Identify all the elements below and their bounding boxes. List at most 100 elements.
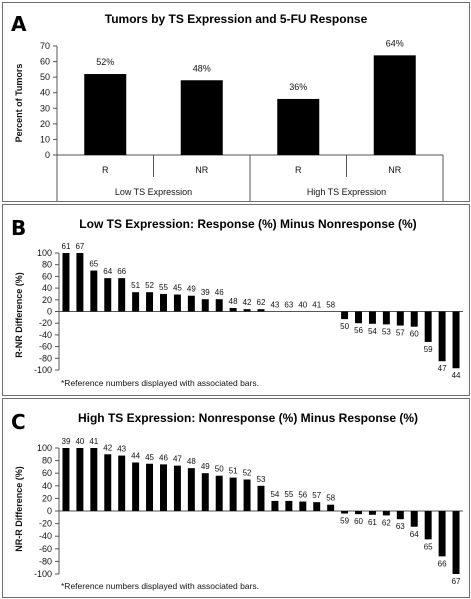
bar-ref-label-c: 60 — [354, 517, 363, 526]
bar-c-28 — [452, 511, 460, 574]
bar-ref-label-c: 54 — [270, 490, 279, 499]
bar-b-24 — [396, 311, 404, 326]
bar-ref-label-b: 43 — [270, 301, 279, 310]
chart-c: C High TS Expression: Nonresponse (%) Mi… — [11, 410, 463, 591]
bar-ref-label-b: 53 — [382, 327, 391, 336]
y-tick-label-c: 80 — [42, 456, 52, 466]
bar-b-9 — [187, 295, 195, 312]
y-tick-label-b: 60 — [42, 271, 52, 281]
bar-c-21 — [355, 511, 362, 515]
y-tick-label-b: -60 — [39, 342, 52, 352]
bar-ref-label-b: 58 — [326, 301, 335, 310]
bar-b-5 — [132, 292, 140, 312]
bar-c-12 — [229, 477, 237, 511]
bar-ref-label-b: 60 — [410, 330, 419, 339]
chart-a: A Tumors by TS Expression and 5-FU Respo… — [11, 12, 444, 201]
y-tick-label-c: -80 — [39, 556, 52, 566]
panel-c: C High TS Expression: Nonresponse (%) Mi… — [2, 398, 470, 598]
y-tick-label-c: 100 — [37, 443, 52, 453]
y-tick-label-a: 10 — [40, 134, 50, 144]
y-tick-label-b: 80 — [42, 260, 52, 270]
y-tick-label-a: 0 — [45, 150, 50, 160]
bar-c-27 — [438, 511, 446, 557]
bar-ref-label-c: 53 — [257, 475, 266, 484]
bar-b-1 — [76, 253, 84, 312]
bar-c-25 — [410, 511, 418, 527]
y-tick-label-a: 70 — [40, 41, 50, 51]
bar-ref-label-b: 41 — [312, 301, 321, 310]
bar-ref-label-c: 63 — [396, 522, 405, 531]
y-tick-label-c: 40 — [42, 481, 52, 491]
bar-c-22 — [368, 511, 376, 515]
panel-b: B Low TS Expression: Response (%) Minus … — [2, 204, 470, 396]
y-tick-label-b: -80 — [39, 353, 52, 363]
bar-c-8 — [173, 465, 181, 511]
y-tick-label-a: 20 — [40, 119, 50, 129]
bar-ref-label-b: 56 — [354, 326, 363, 335]
bar-ref-label-c: 59 — [340, 517, 349, 526]
bar-c-0 — [62, 448, 70, 511]
y-tick-label-a: 40 — [40, 88, 50, 98]
bar-a-0 — [84, 74, 127, 155]
bar-c-15 — [271, 500, 279, 511]
y-tick-label-b: -40 — [39, 330, 52, 340]
bar-ref-label-b: 49 — [187, 285, 196, 294]
bar-ref-label-b: 54 — [368, 327, 377, 336]
bar-ref-label-c: 51 — [229, 467, 238, 476]
bar-value-label-a: 36% — [289, 82, 307, 92]
bar-c-9 — [187, 468, 195, 511]
bar-b-2 — [90, 270, 98, 312]
bar-b-8 — [173, 294, 181, 312]
bar-ref-label-c: 49 — [201, 462, 210, 471]
panel-a: A Tumors by TS Expression and 5-FU Respo… — [2, 2, 470, 202]
bar-ref-label-b: 40 — [298, 301, 307, 310]
bar-c-10 — [201, 473, 209, 511]
bar-ref-label-c: 43 — [117, 445, 126, 454]
y-tick-label-c: -40 — [39, 531, 52, 541]
bar-c-23 — [382, 511, 390, 516]
bar-ref-label-b: 61 — [62, 242, 71, 251]
bar-b-12 — [229, 307, 237, 312]
group-label-a: Low TS Expression — [115, 187, 192, 197]
bar-ref-label-c: 57 — [312, 491, 321, 500]
bar-value-label-a: 64% — [386, 38, 404, 48]
chart-b-note: *Reference numbers displayed with associ… — [61, 378, 259, 388]
y-tick-label-b: 100 — [37, 248, 52, 258]
bar-value-label-a: 52% — [96, 57, 114, 67]
bar-b-4 — [118, 278, 126, 312]
bar-c-26 — [424, 511, 432, 540]
bar-c-3 — [104, 454, 112, 511]
bar-ref-label-b: 47 — [438, 364, 447, 373]
bar-ref-label-b: 51 — [131, 281, 140, 290]
bar-ref-label-c: 66 — [438, 559, 447, 568]
bar-ref-label-c: 40 — [75, 437, 84, 446]
y-tick-label-b: -100 — [34, 365, 52, 375]
bar-ref-label-b: 42 — [243, 298, 252, 307]
bar-c-18 — [313, 502, 321, 511]
chart-a-ylabel: Percent of Tumors — [14, 64, 24, 143]
bar-ref-label-c: 67 — [452, 577, 461, 586]
bar-b-13 — [243, 309, 251, 312]
panel-label-c: C — [11, 410, 26, 434]
bar-value-label-a: 48% — [193, 63, 211, 73]
bar-c-6 — [146, 463, 154, 511]
chart-b-ylabel: R-NR Difference (%) — [14, 272, 24, 358]
bar-c-16 — [285, 500, 293, 511]
bar-ref-label-c: 39 — [62, 437, 71, 446]
bar-b-25 — [410, 311, 418, 327]
bar-ref-label-b: 50 — [340, 322, 349, 331]
chart-a-title: Tumors by TS Expression and 5-FU Respons… — [105, 12, 368, 26]
y-tick-label-c: -100 — [34, 569, 52, 579]
bar-c-24 — [396, 511, 404, 520]
y-tick-label-c: -20 — [39, 519, 52, 529]
x-tick-label-a: R — [102, 165, 109, 175]
bar-ref-label-b: 44 — [452, 371, 461, 380]
bar-ref-label-c: 42 — [103, 443, 112, 452]
bar-b-21 — [355, 311, 362, 324]
y-tick-label-b: 40 — [42, 283, 52, 293]
x-tick-label-a: R — [295, 165, 302, 175]
bar-ref-label-c: 50 — [215, 465, 224, 474]
bar-b-22 — [368, 311, 376, 324]
bar-c-2 — [90, 448, 98, 511]
y-tick-label-b: 20 — [42, 295, 52, 305]
